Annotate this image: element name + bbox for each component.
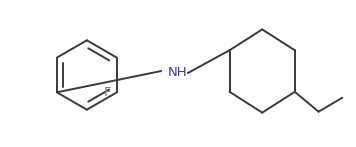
Text: F: F (104, 86, 111, 99)
Text: NH: NH (168, 66, 188, 78)
